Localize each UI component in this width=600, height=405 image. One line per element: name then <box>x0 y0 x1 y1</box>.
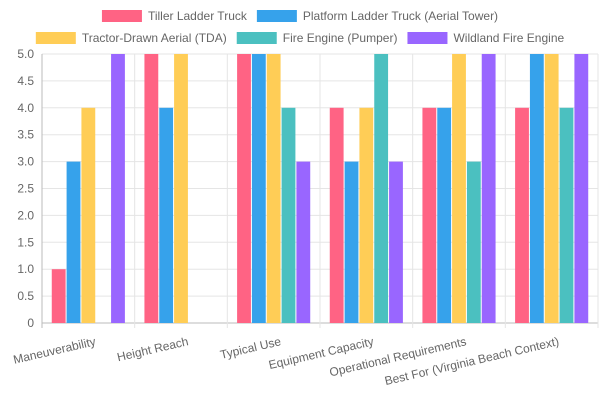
bar[interactable] <box>344 161 359 323</box>
legend-label: Tiller Ladder Truck <box>148 9 248 23</box>
bar[interactable] <box>251 54 266 323</box>
legend-swatch <box>256 10 297 22</box>
bar[interactable] <box>111 54 125 323</box>
legend-item[interactable]: Tractor-Drawn Aerial (TDA) <box>35 31 227 45</box>
bar[interactable] <box>437 107 452 323</box>
bar[interactable] <box>281 107 296 323</box>
y-tick-labels: 0 0.5 1.0 1.5 2.0 2.5 3.0 3.5 4.0 4.5 5.0 <box>17 47 34 330</box>
bar[interactable] <box>422 107 437 323</box>
bar[interactable] <box>266 54 281 323</box>
bar[interactable] <box>66 161 81 323</box>
x-tick-label: Maneuverability <box>12 334 97 367</box>
legend-label: Fire Engine (Pumper) <box>283 31 398 45</box>
x-tick-label: Height Reach <box>116 334 190 364</box>
bar[interactable] <box>529 54 544 323</box>
bar[interactable] <box>144 54 159 323</box>
bar[interactable] <box>237 54 251 323</box>
y-tick-label: 3.5 <box>17 128 34 142</box>
bar[interactable] <box>544 54 559 323</box>
legend-item[interactable]: Fire Engine (Pumper) <box>236 31 398 45</box>
bar[interactable] <box>329 107 344 323</box>
bar[interactable] <box>389 161 403 323</box>
x-tick-labels: Maneuverability Height Reach Typical UseEq… <box>12 334 560 388</box>
legend-label: Wildland Fire Engine <box>453 31 564 45</box>
legend-label: Tractor-Drawn Aerial (TDA) <box>82 31 227 45</box>
legend-swatch <box>101 10 142 22</box>
bar[interactable] <box>159 107 174 323</box>
legend-item[interactable]: Wildland Fire Engine <box>407 31 565 45</box>
legend[interactable]: Tiller Ladder Truck Platform Ladder Truck… <box>35 9 565 45</box>
bars <box>51 54 589 323</box>
y-tick-label: 4.0 <box>17 101 34 115</box>
bar[interactable] <box>559 107 574 323</box>
legend-swatch <box>35 32 76 44</box>
y-tick-label: 0 <box>27 316 34 330</box>
bar[interactable] <box>174 54 188 323</box>
bar[interactable] <box>296 161 311 323</box>
bar[interactable] <box>359 107 374 323</box>
y-tick-label: 1.0 <box>17 262 34 276</box>
grid-lines <box>41 53 599 328</box>
legend-swatch <box>407 32 448 44</box>
bar[interactable] <box>515 107 529 323</box>
y-tick-label: 2.0 <box>17 208 34 222</box>
bar[interactable] <box>374 54 389 323</box>
legend-item[interactable]: Platform Ladder Truck (Aerial Tower) <box>256 9 498 23</box>
y-tick-label: 3.0 <box>17 155 34 169</box>
legend-item[interactable]: Tiller Ladder Truck <box>101 9 248 23</box>
bar[interactable] <box>574 54 589 323</box>
bar[interactable] <box>452 54 466 323</box>
y-tick-label: 0.5 <box>17 289 34 303</box>
bar[interactable] <box>481 54 496 323</box>
y-tick-label: 2.5 <box>17 182 34 196</box>
bar[interactable] <box>466 161 481 323</box>
legend-swatch <box>236 32 277 44</box>
y-tick-label: 4.5 <box>17 74 34 88</box>
y-tick-label: 5.0 <box>17 47 34 61</box>
y-tick-label: 1.5 <box>17 235 34 249</box>
bar[interactable] <box>51 269 66 323</box>
legend-label: Platform Ladder Truck (Aerial Tower) <box>303 9 498 23</box>
bar[interactable] <box>81 107 96 323</box>
